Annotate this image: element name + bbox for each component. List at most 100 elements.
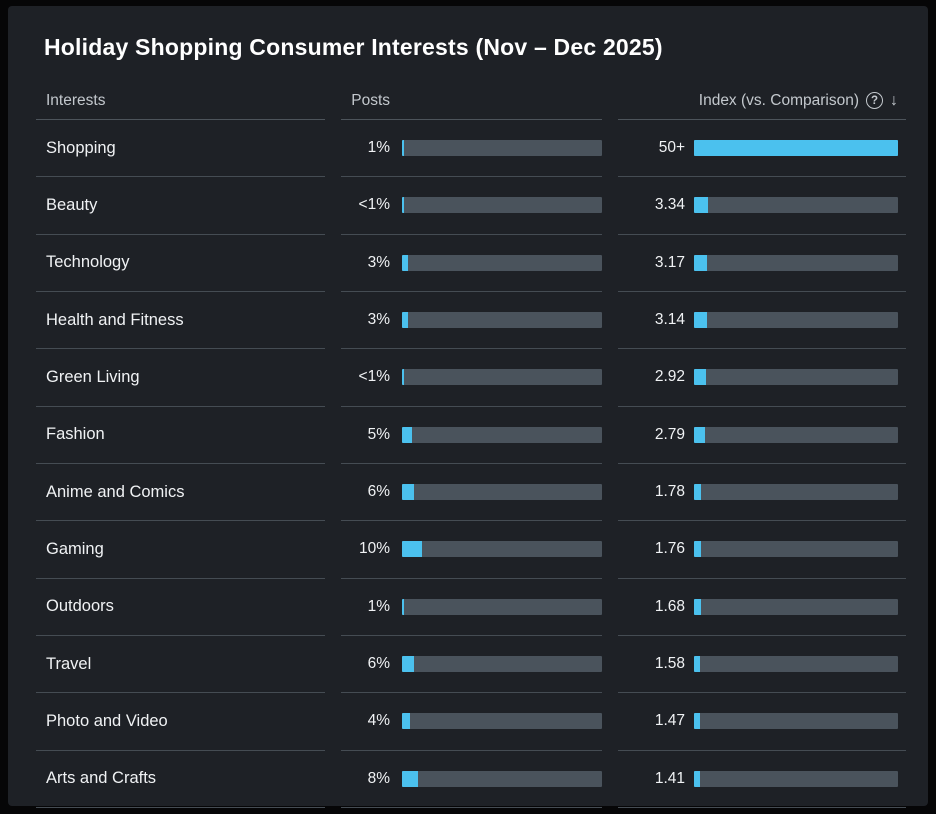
index-bar bbox=[694, 656, 898, 673]
posts-bar bbox=[402, 713, 602, 730]
table-row[interactable]: Technology 3% 3.17 bbox=[36, 235, 906, 292]
index-bar bbox=[694, 598, 898, 615]
posts-bar-fill bbox=[402, 369, 404, 386]
posts-bar bbox=[402, 541, 602, 558]
posts-cell: 5% bbox=[341, 407, 602, 464]
index-bar bbox=[694, 312, 898, 329]
table-header-row: Interests Posts Index (vs. Comparison) ?… bbox=[36, 82, 906, 120]
column-gap bbox=[602, 120, 618, 177]
posts-value: 3% bbox=[367, 311, 390, 329]
index-cell: 3.17 bbox=[618, 235, 906, 292]
interest-label: Outdoors bbox=[46, 597, 114, 616]
posts-bar bbox=[402, 598, 602, 615]
interest-label: Travel bbox=[46, 654, 92, 673]
index-value: 1.76 bbox=[654, 540, 685, 558]
column-gap bbox=[602, 82, 618, 120]
column-gap bbox=[325, 235, 341, 292]
column-gap bbox=[325, 407, 341, 464]
index-bar bbox=[694, 541, 898, 558]
table-row[interactable]: Gaming 10% 1.76 bbox=[36, 521, 906, 579]
index-bar-fill bbox=[694, 312, 707, 329]
table-row[interactable]: Health and Fitness 3% 3.14 bbox=[36, 292, 906, 350]
table-row[interactable]: Arts and Crafts 8% 1.41 bbox=[36, 751, 906, 808]
index-bar-fill bbox=[694, 484, 701, 501]
interest-cell: Fashion bbox=[36, 407, 325, 464]
interest-label: Shopping bbox=[46, 138, 116, 157]
index-bar-fill bbox=[694, 770, 700, 787]
column-gap bbox=[325, 751, 341, 808]
index-bar bbox=[694, 369, 898, 386]
posts-value: 1% bbox=[367, 139, 390, 157]
posts-cell: 4% bbox=[341, 693, 602, 751]
index-bar bbox=[694, 254, 898, 271]
index-bar-fill bbox=[694, 713, 700, 730]
index-bar bbox=[694, 426, 898, 443]
column-gap bbox=[325, 120, 341, 177]
posts-cell: 3% bbox=[341, 235, 602, 292]
help-icon[interactable]: ? bbox=[866, 92, 883, 109]
column-gap bbox=[325, 693, 341, 750]
table-row[interactable]: Travel 6% 1.58 bbox=[36, 636, 906, 694]
table-row[interactable]: Fashion 5% 2.79 bbox=[36, 407, 906, 464]
index-value: 1.41 bbox=[654, 769, 685, 787]
table-row[interactable]: Anime and Comics 6% 1.78 bbox=[36, 464, 906, 522]
index-value: 3.14 bbox=[654, 311, 685, 329]
posts-bar-fill bbox=[402, 656, 414, 673]
column-gap bbox=[602, 407, 618, 464]
interest-cell: Outdoors bbox=[36, 579, 325, 636]
posts-cell: <1% bbox=[341, 349, 602, 407]
posts-cell: 3% bbox=[341, 292, 602, 350]
interest-label: Anime and Comics bbox=[46, 482, 185, 501]
interest-label: Photo and Video bbox=[46, 711, 168, 730]
interest-cell: Anime and Comics bbox=[36, 464, 325, 522]
index-value: 1.58 bbox=[654, 655, 685, 673]
index-cell: 3.34 bbox=[618, 177, 906, 235]
index-bar bbox=[694, 484, 898, 501]
column-gap bbox=[325, 177, 341, 234]
posts-bar bbox=[402, 197, 602, 214]
index-bar-fill bbox=[694, 254, 707, 271]
posts-bar-fill bbox=[402, 598, 404, 615]
posts-value: 5% bbox=[367, 425, 390, 443]
column-gap bbox=[325, 82, 341, 120]
index-cell: 1.47 bbox=[618, 693, 906, 751]
index-bar-fill bbox=[694, 656, 700, 673]
posts-bar-fill bbox=[402, 713, 410, 730]
column-gap bbox=[325, 636, 341, 693]
index-cell: 1.78 bbox=[618, 464, 906, 522]
column-gap bbox=[602, 636, 618, 693]
column-gap bbox=[602, 177, 618, 234]
interest-label: Beauty bbox=[46, 195, 98, 214]
table-row[interactable]: Photo and Video 4% 1.47 bbox=[36, 693, 906, 751]
posts-bar bbox=[402, 254, 602, 271]
index-cell: 1.41 bbox=[618, 751, 906, 808]
table-row[interactable]: Outdoors 1% 1.68 bbox=[36, 579, 906, 636]
posts-bar bbox=[402, 426, 602, 443]
sort-descending-icon[interactable]: ↓ bbox=[890, 91, 898, 109]
index-bar-fill bbox=[694, 541, 701, 558]
column-gap bbox=[602, 751, 618, 808]
interest-label: Health and Fitness bbox=[46, 310, 184, 329]
posts-bar bbox=[402, 312, 602, 329]
column-gap bbox=[602, 292, 618, 349]
posts-bar-fill bbox=[402, 312, 408, 329]
interest-cell: Shopping bbox=[36, 120, 325, 178]
interest-cell: Photo and Video bbox=[36, 693, 325, 751]
posts-bar bbox=[402, 369, 602, 386]
index-bar-fill bbox=[694, 369, 706, 386]
posts-bar-fill bbox=[402, 140, 404, 157]
posts-cell: 6% bbox=[341, 464, 602, 522]
column-gap bbox=[602, 464, 618, 521]
index-cell: 1.58 bbox=[618, 636, 906, 694]
column-gap bbox=[325, 579, 341, 636]
table-row[interactable]: Green Living <1% 2.92 bbox=[36, 349, 906, 407]
posts-bar-fill bbox=[402, 254, 408, 271]
index-value: 1.68 bbox=[654, 597, 685, 615]
posts-bar-fill bbox=[402, 541, 422, 558]
table-row[interactable]: Shopping 1% 50+ bbox=[36, 120, 906, 178]
index-value: 2.92 bbox=[654, 368, 685, 386]
posts-bar-fill bbox=[402, 426, 412, 443]
index-value: 2.79 bbox=[654, 425, 685, 443]
interest-cell: Arts and Crafts bbox=[36, 751, 325, 808]
table-row[interactable]: Beauty <1% 3.34 bbox=[36, 177, 906, 235]
